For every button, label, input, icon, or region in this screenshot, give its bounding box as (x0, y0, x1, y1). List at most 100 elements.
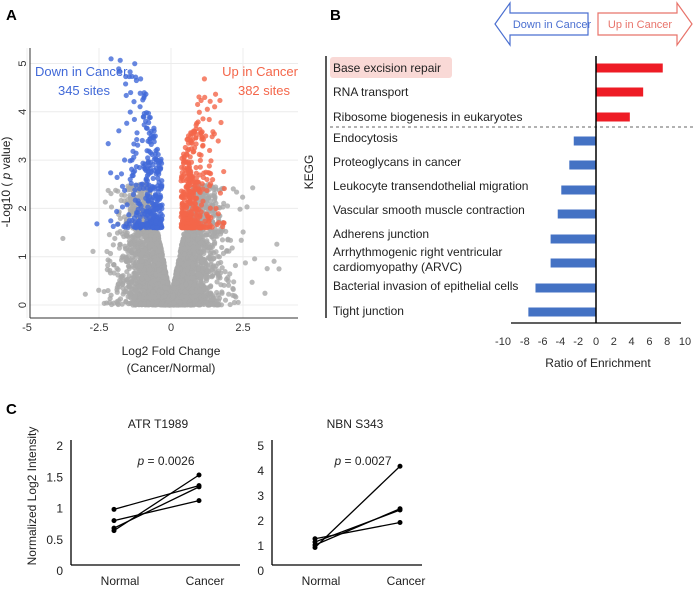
data-point (221, 168, 227, 175)
data-point (189, 288, 196, 295)
data-point (138, 76, 144, 82)
data-point (249, 279, 255, 285)
data-point (157, 220, 163, 227)
data-point (180, 272, 186, 278)
bar (596, 87, 644, 97)
y-tick-label: 0 (257, 564, 264, 578)
y-tick-label: 4 (17, 109, 29, 115)
data-point (202, 225, 208, 231)
category-label: Bacterial invasion of epithelial cells (333, 279, 518, 293)
x-tick-label: -10 (495, 336, 511, 348)
data-point (155, 183, 161, 189)
data-point (122, 246, 128, 252)
data-point (227, 301, 233, 308)
data-point (183, 281, 189, 288)
up-arrow-label: Up in Cancer (608, 19, 673, 31)
pair-line (113, 474, 200, 532)
data-point (208, 158, 214, 164)
data-point (129, 279, 135, 285)
pair-line (113, 499, 200, 522)
data-point (155, 175, 161, 181)
data-point (276, 266, 282, 272)
bar (535, 283, 596, 293)
data-point (207, 183, 213, 189)
data-point (312, 536, 318, 542)
data-point (151, 135, 157, 141)
data-point (114, 208, 120, 215)
down-arrow-label: Down in Cancer (513, 19, 592, 31)
data-point (207, 98, 213, 104)
category-label: Endocytosis (333, 131, 398, 145)
data-point (96, 287, 102, 293)
data-point (141, 291, 148, 297)
data-point (136, 283, 142, 290)
category-label: Base excision repair (333, 61, 441, 75)
data-point (181, 289, 188, 295)
data-point (206, 116, 212, 123)
data-point (118, 197, 124, 204)
data-point (192, 278, 198, 284)
data-point (225, 282, 232, 288)
data-point (131, 215, 138, 221)
data-point (179, 293, 185, 299)
data-point (192, 217, 198, 223)
data-point (262, 290, 268, 296)
data-point (128, 286, 134, 292)
data-point (197, 164, 203, 170)
data-point (90, 248, 96, 254)
data-point (111, 518, 117, 524)
data-point (142, 166, 148, 172)
data-point (195, 101, 201, 108)
data-point (213, 205, 219, 212)
data-point (191, 232, 197, 239)
data-point (153, 193, 159, 199)
pair-line (314, 521, 401, 540)
data-point (250, 185, 256, 191)
data-point (184, 294, 190, 300)
data-point (149, 212, 155, 218)
data-point (146, 115, 152, 121)
y-tick-label: 1.5 (46, 470, 63, 484)
data-point (198, 282, 204, 288)
data-point (130, 263, 136, 269)
data-point (211, 236, 217, 242)
data-point (218, 259, 224, 266)
data-point (122, 187, 128, 194)
data-point (226, 248, 232, 254)
data-point (162, 285, 168, 291)
y-tick-label: 1 (56, 502, 63, 516)
data-point (134, 230, 140, 237)
data-point (179, 201, 186, 207)
data-point (108, 218, 114, 224)
y-tick-label: 5 (257, 439, 264, 453)
data-point (190, 247, 196, 253)
data-point (206, 170, 213, 176)
data-point (203, 205, 210, 211)
data-point (110, 242, 116, 248)
data-point (164, 280, 170, 286)
data-point (226, 291, 232, 297)
x-tick-label: -2 (573, 336, 583, 348)
data-point (201, 293, 207, 299)
data-point (160, 257, 166, 263)
data-point (198, 209, 204, 215)
data-point (159, 299, 165, 305)
data-point (185, 147, 191, 154)
data-point (137, 104, 143, 110)
data-point (231, 279, 237, 285)
x-axis-subtitle: (Cancer/Normal) (127, 361, 216, 375)
data-point (205, 266, 211, 272)
data-point (114, 174, 120, 180)
data-point (175, 267, 181, 273)
data-point (138, 263, 144, 269)
data-point (147, 284, 154, 291)
data-point (124, 276, 131, 282)
data-point (114, 287, 120, 293)
data-point (132, 187, 138, 193)
data-point (144, 212, 150, 218)
data-point (129, 166, 135, 172)
data-point (124, 257, 130, 263)
data-point (132, 301, 138, 307)
data-point (218, 119, 224, 126)
data-point (127, 69, 133, 75)
